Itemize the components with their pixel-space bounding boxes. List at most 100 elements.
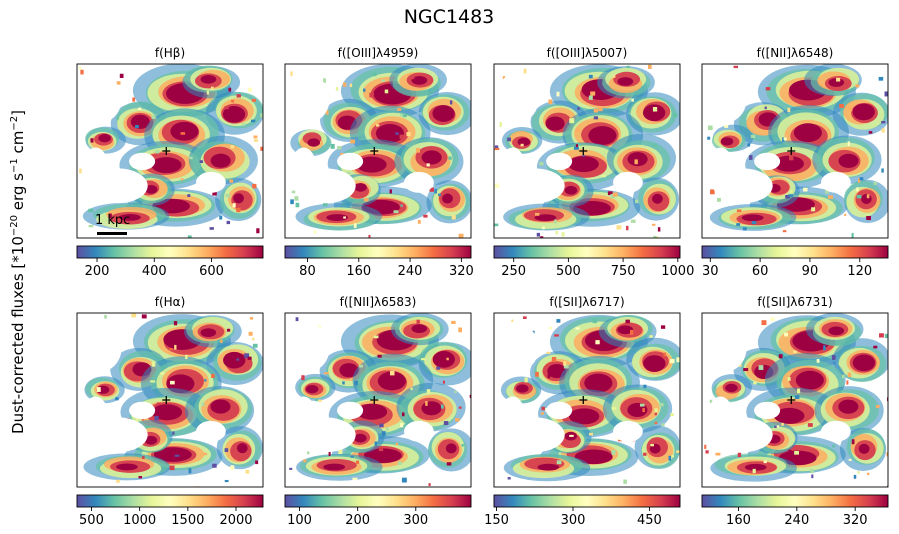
emission-knot	[743, 368, 749, 372]
emission-blob	[838, 153, 859, 168]
colorbar-tick-label: 100	[287, 513, 312, 528]
emission-blob	[151, 404, 183, 421]
emission-knot	[774, 425, 779, 428]
emission-blob	[151, 157, 182, 174]
emission-blob	[354, 433, 367, 443]
emission-knot	[138, 476, 143, 479]
emission-knot	[878, 76, 884, 81]
emission-knot	[841, 374, 845, 379]
emission-knot	[250, 317, 254, 320]
emission-knot	[563, 364, 569, 369]
emission-knot	[115, 397, 119, 401]
emission-knot	[858, 177, 861, 183]
emission-knot	[643, 452, 647, 456]
emission-knot	[415, 147, 421, 153]
panel-frame	[701, 63, 889, 239]
emission-knot	[884, 91, 888, 97]
emission-blob	[356, 403, 388, 420]
emission-knot	[381, 79, 386, 82]
emission-knot	[875, 404, 880, 409]
emission-knot	[211, 373, 215, 378]
emission-blob	[339, 363, 359, 378]
emission-knot	[323, 78, 326, 83]
emission-knot	[704, 444, 707, 449]
emission-knot	[582, 154, 585, 157]
emission-knot	[247, 356, 252, 360]
emission-knot	[547, 374, 551, 379]
emission-knot	[709, 399, 713, 404]
emission-knot	[831, 355, 836, 360]
emission-knot	[135, 124, 139, 129]
emission-knot	[789, 190, 793, 193]
emission-blob	[720, 137, 734, 146]
emission-knot	[386, 427, 389, 432]
emission-knot	[717, 197, 721, 202]
emission-knot	[438, 193, 441, 196]
emission-knot	[816, 359, 820, 363]
empty-region	[404, 171, 434, 193]
emission-knot	[724, 124, 729, 128]
emission-knot	[252, 183, 257, 189]
emission-knot	[803, 187, 808, 192]
scale-bar	[97, 232, 127, 235]
empty-region	[702, 74, 747, 124]
center-cross-marker	[162, 396, 171, 404]
emission-knot	[823, 345, 826, 351]
colorbar-tick-label: 200	[85, 264, 110, 279]
emission-knot	[255, 460, 259, 465]
emission-knot	[669, 358, 675, 364]
emission-knot	[873, 345, 878, 349]
emission-blob	[421, 150, 442, 165]
emission-knot	[358, 364, 363, 368]
panel: f([SII]λ6717) 150 300 450	[484, 295, 681, 528]
emission-knot	[260, 113, 263, 118]
emission-knot	[635, 199, 639, 204]
emission-knot	[335, 87, 339, 91]
emission-knot	[705, 450, 709, 454]
emission-knot	[881, 120, 886, 124]
emission-blob	[828, 78, 845, 87]
emission-knot	[417, 219, 421, 224]
emission-blob	[421, 401, 442, 416]
emission-blob	[627, 152, 648, 167]
emission-knot	[210, 86, 214, 90]
emission-knot	[104, 314, 107, 319]
emission-knot	[511, 319, 514, 323]
emission-knot	[330, 143, 335, 149]
emission-knot	[189, 156, 193, 160]
emission-knot	[647, 64, 652, 69]
panel: f([NII]λ6583) 100 200 300	[284, 295, 472, 528]
emission-knot	[494, 183, 500, 188]
emission-knot	[228, 87, 232, 92]
emission-knot	[416, 319, 420, 324]
emission-knot	[220, 339, 223, 343]
panel-title: f(Hβ)	[155, 46, 185, 60]
panel-frame	[284, 312, 472, 488]
empty-region	[290, 147, 317, 190]
empty-region	[290, 396, 317, 439]
emission-knot	[593, 116, 599, 120]
emission-knot	[389, 370, 395, 376]
emission-knot	[290, 71, 293, 77]
emission-knot	[881, 168, 884, 173]
emission-knot	[142, 456, 145, 459]
empty-region	[404, 420, 434, 442]
emission-knot	[386, 367, 390, 371]
emission-knot	[372, 72, 377, 77]
emission-knot	[737, 452, 742, 458]
emission-knot	[350, 455, 354, 458]
panel-title: f([SII]λ6731)	[757, 295, 832, 309]
colorbar-tick-label: 30	[702, 264, 719, 279]
emission-knot	[187, 194, 191, 198]
emission-knot	[782, 137, 785, 142]
emission-blob	[643, 355, 666, 372]
emission-knot	[446, 462, 452, 466]
colorbar-tick-label: 240	[784, 513, 809, 528]
emission-blob	[568, 408, 600, 425]
center-cross-marker	[370, 396, 379, 404]
emission-knot	[556, 91, 560, 97]
emission-knot	[807, 423, 813, 427]
emission-knot	[295, 202, 300, 208]
emission-blob	[617, 77, 634, 86]
emission-knot	[180, 132, 186, 135]
